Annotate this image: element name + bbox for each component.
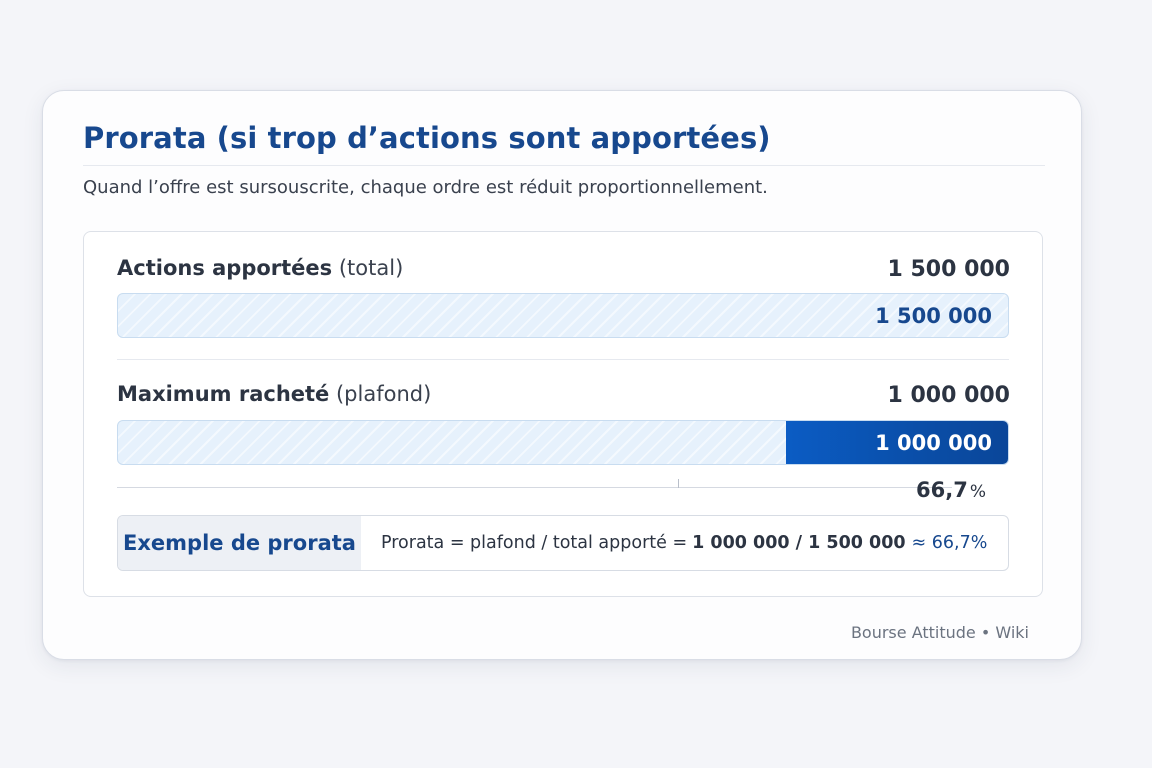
example-title: Exemple de prorata [118,516,361,570]
cap-bar: 1 000 000 [117,420,1009,465]
tendered-value: 1 500 000 [887,257,1010,282]
cap-bar-fill: 1 000 000 [786,421,1008,464]
tendered-label-qualifier: (total) [338,256,404,280]
tendered-bar-label: 1 500 000 [875,303,992,328]
card-subtitle: Quand l’offre est sursouscrite, chaque o… [83,177,768,198]
formula-numbers: 1 000 000 / 1 500 000 [692,533,906,553]
ratio-guide-tick [678,479,679,488]
cap-value: 1 000 000 [887,383,1010,408]
footer-credit: Bourse Attitude • Wiki [850,623,1029,642]
formula-result: ≈ 66,7% [911,533,988,553]
ratio-guide-line [117,487,952,488]
prorata-example: Exemple de prorata Prorata = plafond / t… [117,515,1009,571]
card-title: Prorata (si trop d’actions sont apportée… [83,121,771,155]
formula-text: Prorata = plafond / total apporté = [381,533,688,553]
cap-label: Maximum racheté (plafond) [117,382,431,406]
tendered-bar: 1 500 000 [117,293,1009,338]
tendered-label-main: Actions apportées [117,256,333,280]
rows-divider [117,359,1009,360]
cap-label-main: Maximum racheté [117,382,330,406]
title-divider [83,165,1045,166]
ratio-unit: % [969,482,986,502]
cap-bar-label: 1 000 000 [875,430,992,455]
prorata-panel: Actions apportées (total) 1 500 000 1 50… [83,231,1043,597]
example-formula: Prorata = plafond / total apporté = 1 00… [381,516,987,570]
prorata-card: Prorata (si trop d’actions sont apportée… [42,90,1082,660]
tendered-label: Actions apportées (total) [117,256,403,280]
ratio-label: 66,7% [916,478,986,502]
ratio-value: 66,7 [916,478,968,502]
cap-label-qualifier: (plafond) [335,382,432,406]
